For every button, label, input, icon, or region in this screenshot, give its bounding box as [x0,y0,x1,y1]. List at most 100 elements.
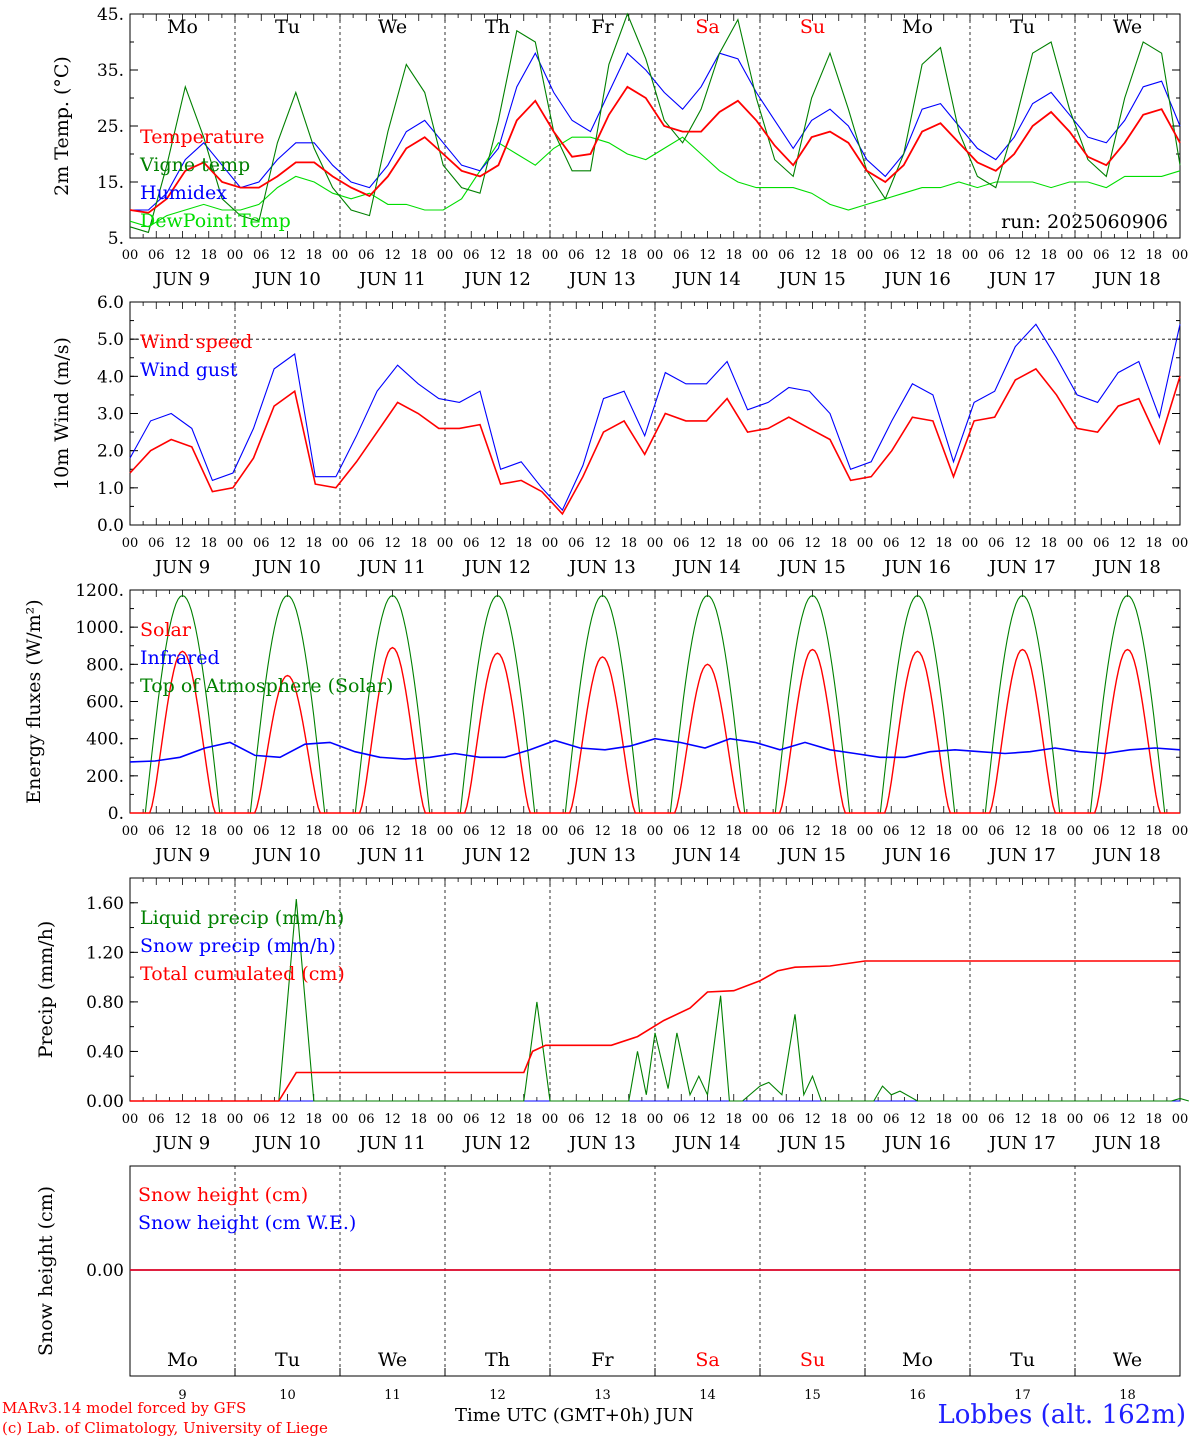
x-tick-label-hour: 06 [1093,536,1110,551]
day-name: Mo [167,16,198,38]
x-tick-label-hour: 00 [1067,1112,1084,1127]
y-tick-label: 800. [86,655,124,675]
x-tick-label-hour: 18 [935,824,952,839]
x-tick-label-hour: 18 [1145,536,1162,551]
panel-2-frame [129,301,1181,526]
x-tick-label-date: JUN 16 [882,845,951,866]
day-name: Sa [695,16,719,38]
x-tick-label-hour: 06 [778,536,795,551]
x-tick-label-hour: 00 [1172,536,1189,551]
x-tick-label-hour: 00 [962,536,979,551]
x-tick-label-hour: 00 [227,536,244,551]
x-tick-label-date: JUN 12 [462,557,531,578]
y-tick-label: 0.00 [86,1092,124,1112]
x-tick-label-date: JUN 16 [882,557,951,578]
footer-credits: MARv3.14 model forced by GFS (c) Lab. of… [2,1398,328,1438]
x-axis-title: Time UTC (GMT+0h) JUN [455,1405,694,1426]
x-tick-label-hour: 06 [988,248,1005,263]
x-tick-label-hour: 18 [725,1112,742,1127]
station-name: Lobbes (alt. 162m) [937,1400,1186,1430]
x-tick-label-date: JUN 11 [357,557,426,578]
series-line-wind-gust [129,323,1181,512]
x-tick-label-date: JUN 9 [153,269,210,290]
y-axis-label: 2m Temp. (°C) [51,56,73,196]
legend-item: Temperature [140,126,264,148]
x-tick-label-date: JUN 18 [1092,269,1161,290]
x-tick-label-date: JUN 18 [1092,1133,1161,1154]
x-tick-label-hour: 12 [384,824,401,839]
x-tick-label-date: JUN 18 [1092,845,1161,866]
x-tick-label-hour: 12 [594,536,611,551]
x-tick-label-hour: 12 [1119,1112,1136,1127]
x-tick-label-hour: 00 [752,536,769,551]
x-tick-label-hour: 12 [174,1112,191,1127]
x-tick-label-hour: 06 [148,248,165,263]
x-tick-label-hour: 00 [962,824,979,839]
x-tick-label-hour: 18 [830,248,847,263]
x-tick-label-hour: 18 [620,248,637,263]
x-tick-label-hour: 12 [804,824,821,839]
day-name: Th [485,1349,510,1371]
x-tick-label-date: JUN 14 [672,1133,741,1154]
x-tick-label-hour: 12 [1014,824,1031,839]
x-tick-label-hour: 00 [857,1112,874,1127]
day-name: Tu [275,16,300,38]
x-tick-label-date: JUN 12 [462,269,531,290]
x-tick-label-hour: 18 [830,536,847,551]
x-tick-label-hour: 00 [227,824,244,839]
x-tick-label-hour: 06 [358,248,375,263]
series-line-humidex [130,51,1181,211]
x-tick-label-hour: 00 [122,824,139,839]
day-number: 13 [594,1388,611,1403]
x-tick-label-hour: 12 [699,1112,716,1127]
x-tick-label-date: JUN 10 [252,269,321,290]
x-tick-label-date: JUN 17 [987,845,1056,866]
x-tick-label-hour: 18 [935,536,952,551]
x-tick-label-hour: 12 [699,248,716,263]
day-name: We [1113,1349,1142,1371]
x-tick-label-hour: 12 [699,536,716,551]
series-line-wind-speed [129,367,1181,516]
day-name: Mo [902,1349,933,1371]
y-tick-label: 1000. [75,618,124,638]
x-tick-label-hour: 18 [1040,248,1057,263]
x-tick-label-hour: 00 [437,1112,454,1127]
x-tick-label-hour: 00 [647,536,664,551]
day-name: Fr [591,1349,614,1371]
x-tick-label-hour: 18 [1040,536,1057,551]
y-tick-label: 400. [86,730,124,750]
x-tick-label-hour: 12 [489,536,506,551]
x-tick-label-hour: 18 [1145,824,1162,839]
x-tick-label-hour: 12 [909,824,926,839]
x-tick-label-hour: 06 [253,248,270,263]
x-tick-label-date: JUN 13 [567,845,636,866]
x-tick-label-hour: 06 [568,248,585,263]
day-name: Tu [275,1349,300,1371]
x-tick-label-hour: 00 [1172,1112,1189,1127]
x-tick-label-hour: 00 [647,248,664,263]
x-tick-label-hour: 18 [410,536,427,551]
day-number: 16 [909,1388,926,1403]
x-tick-label-hour: 18 [620,1112,637,1127]
x-tick-label-date: JUN 11 [357,269,426,290]
x-tick-label-hour: 06 [253,1112,270,1127]
day-number: 15 [804,1388,821,1403]
panel-3-frame [129,589,1181,814]
series-line-infrared [129,737,1181,763]
x-tick-label-hour: 18 [1040,1112,1057,1127]
x-tick-label-date: JUN 9 [153,845,210,866]
x-tick-label-hour: 06 [673,536,690,551]
x-tick-label-hour: 00 [1172,248,1189,263]
y-tick-label: 2.0 [97,442,124,462]
y-tick-label: 4.0 [97,367,124,387]
x-tick-label-hour: 06 [778,824,795,839]
day-number: 18 [1119,1388,1136,1403]
x-tick-label-hour: 12 [489,248,506,263]
x-tick-label-hour: 06 [358,536,375,551]
x-tick-label-hour: 00 [1067,824,1084,839]
legend-item: Humidex [140,182,227,204]
x-tick-label-hour: 12 [594,248,611,263]
x-tick-label-hour: 12 [279,536,296,551]
x-tick-label-hour: 06 [148,1112,165,1127]
x-tick-label-hour: 12 [1119,824,1136,839]
